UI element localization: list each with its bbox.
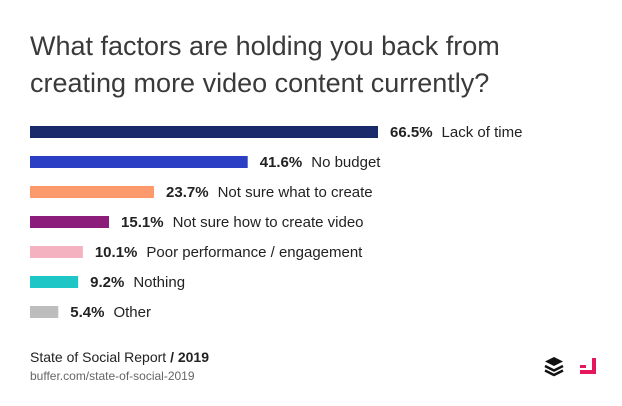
- pink-corner-logo-icon: [580, 358, 596, 374]
- bar-value-label: 10.1%: [95, 244, 138, 261]
- source-title: State of Social Report / 2019: [30, 349, 209, 365]
- bar-value-label: 9.2%: [90, 274, 124, 291]
- bar-category-label: No budget: [311, 154, 381, 171]
- bar-1: [30, 156, 248, 168]
- bar-label-6: 5.4% Other: [70, 304, 151, 321]
- bar-category-label: Other: [113, 304, 151, 321]
- bar-label-0: 66.5% Lack of time: [390, 124, 522, 141]
- bar-label-3: 15.1% Not sure how to create video: [121, 214, 363, 231]
- bar-category-label: Lack of time: [442, 124, 523, 141]
- source-year: 2019: [177, 349, 210, 365]
- bar-value-label: 66.5%: [390, 124, 433, 141]
- bar-label-2: 23.7% Not sure what to create: [166, 184, 373, 201]
- bar-category-label: Not sure what to create: [218, 184, 373, 201]
- bar-label-1: 41.6% No budget: [260, 154, 382, 171]
- bar-2: [30, 186, 155, 198]
- bar-category-label: Not sure how to create video: [173, 214, 364, 231]
- bar-value-label: 15.1%: [121, 214, 164, 231]
- bar-category-label: Poor performance / engagement: [146, 244, 363, 261]
- source-url: buffer.com/state-of-social-2019: [30, 369, 195, 383]
- bar-label-5: 9.2% Nothing: [90, 274, 185, 291]
- bar-4: [30, 246, 83, 258]
- bar-3: [30, 216, 110, 228]
- bar-label-4: 10.1% Poor performance / engagement: [95, 244, 363, 261]
- chart-title: What factors are holding you back from c…: [30, 31, 500, 98]
- bar-5: [30, 276, 79, 288]
- bar-chart: 66.5% Lack of time 41.6% No budget 23.7% Not …: [30, 124, 522, 321]
- source-name: State of Social Report: [30, 349, 167, 365]
- bar-value-label: 23.7%: [166, 184, 209, 201]
- bar-6: [30, 306, 59, 318]
- bar-0: [30, 126, 378, 138]
- source-separator: /: [166, 349, 178, 365]
- bar-value-label: 41.6%: [260, 154, 303, 171]
- bar-value-label: 5.4%: [70, 304, 104, 321]
- buffer-logo-icon: [544, 357, 564, 377]
- bar-category-label: Nothing: [133, 274, 185, 291]
